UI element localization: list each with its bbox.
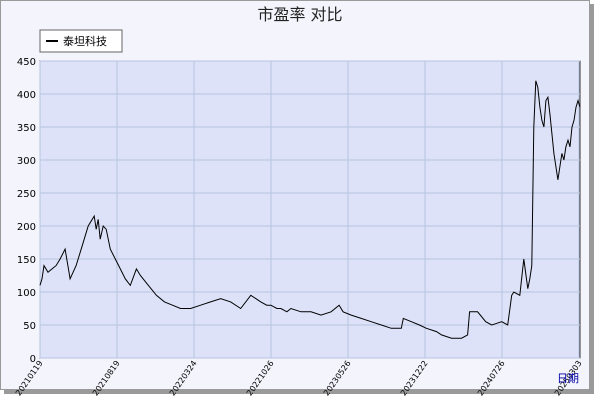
x-axis: 20210119 20210819 20220324 20221026 20230526… [14, 359, 584, 398]
x-tick-label: 20230526 [322, 359, 353, 398]
y-tick-label: 150 [17, 255, 36, 266]
y-tick-label: 50 [23, 321, 36, 332]
y-tick-label: 450 [17, 57, 36, 68]
x-tick-label: 20240726 [476, 359, 507, 398]
series-line-taitan [39, 80, 581, 339]
corner-date-label: 日期 [557, 372, 579, 385]
y-tick-label: 0 [30, 354, 36, 365]
legend-label: 泰坦科技 [63, 34, 107, 48]
x-tick-label: 20231222 [399, 359, 430, 398]
grid [39, 60, 580, 359]
y-tick-label: 300 [17, 156, 36, 167]
x-tick-label: 20221026 [245, 359, 276, 398]
chart-title: 市盈率 对比 [257, 5, 342, 24]
plot-area [39, 60, 581, 359]
x-tick-label: 20220324 [168, 359, 199, 398]
legend-box [39, 29, 123, 53]
y-tick-label: 400 [17, 90, 36, 101]
legend: 泰坦科技 [39, 29, 123, 53]
y-tick-label: 100 [17, 288, 36, 299]
x-tick-label: 20210819 [91, 359, 122, 398]
y-tick-label: 200 [17, 222, 36, 233]
y-axis: 0 50 100 150 200 250 300 350 400 450 [17, 57, 36, 365]
y-tick-label: 350 [17, 123, 36, 134]
y-tick-label: 250 [17, 189, 36, 200]
